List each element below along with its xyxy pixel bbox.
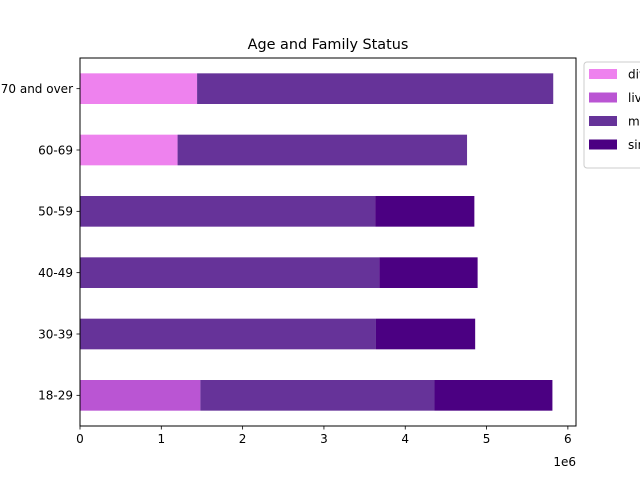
x-tick-label: 5 [483,432,491,446]
x-tick-label: 4 [401,432,409,446]
bar-living-with-partner-18-29 [80,380,201,411]
y-tick-label: 18-29 [38,389,73,403]
bar-single-50-59 [375,196,475,227]
bar-married-70-and-over [197,73,554,104]
bar-single-40-49 [379,257,478,288]
y-tick-label: 50-59 [38,205,73,219]
x-axis-ticks: 0 1 2 3 4 5 6 [76,426,572,446]
bar-married-30-39 [80,318,376,350]
x-tick-label: 2 [239,432,247,446]
axes-frame [79,57,577,427]
x-tick-label: 3 [320,432,328,446]
legend-label-married: married [628,115,640,129]
x-axis-offset-label: 1e6 [553,455,576,469]
bar-single-30-39 [375,318,476,350]
x-tick-label: 1 [157,432,165,446]
bar-married-50-59 [80,196,376,227]
bar-divorced-70-and-over [80,73,198,104]
x-tick-label: 0 [76,432,84,446]
x-tick-label: 6 [564,432,572,446]
legend: divorced living with partner married single [583,61,640,169]
bar-single-18-29 [434,380,553,411]
y-tick-label: 60-69 [38,143,73,157]
bar-married-40-49 [80,257,380,288]
legend-label-living-with-partner: living with partner [628,91,640,105]
y-tick-label: 30-39 [38,327,73,341]
bar-married-18-29 [200,380,435,411]
legend-label-divorced: divorced [628,68,640,82]
bar-married-60-69 [177,134,468,166]
legend-swatch-single [589,139,617,150]
y-tick-label: 40-49 [38,266,73,280]
legend-swatch-married [589,116,617,126]
y-tick-label: 70 and over [1,82,73,96]
chart-title: Age and Family Status [248,37,409,53]
legend-label-single: single [628,138,640,152]
legend-swatch-divorced [589,69,617,79]
y-axis-ticks: 18-29 30-39 40-49 50-59 60-69 70 and over [1,82,80,403]
bar-group [80,73,554,411]
bar-divorced-60-69 [80,134,178,166]
legend-swatch-living-with-partner [589,92,617,103]
